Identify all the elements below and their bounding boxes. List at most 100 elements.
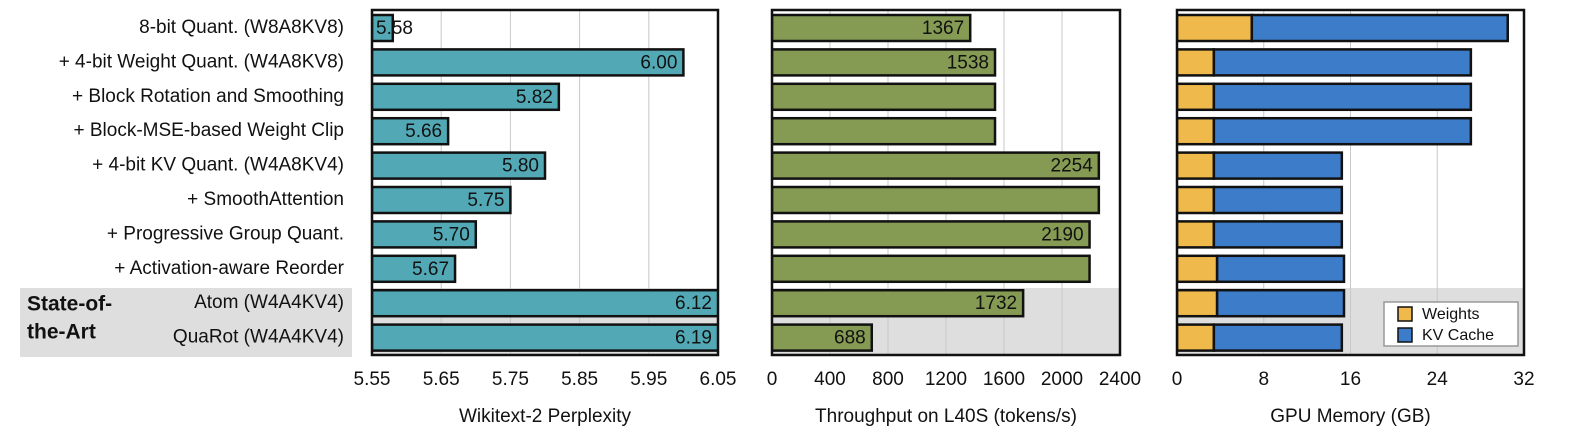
group-label: the-Art bbox=[27, 321, 96, 344]
bar-segment bbox=[1177, 82, 1216, 112]
x-tick-label: 0 bbox=[767, 369, 778, 390]
bars bbox=[772, 13, 1101, 352]
x-tick-label: 0 bbox=[1172, 369, 1183, 390]
bar-segment bbox=[1177, 220, 1216, 249]
bar bbox=[772, 116, 997, 146]
bars bbox=[1177, 13, 1509, 352]
value-label: 6.00 bbox=[640, 52, 677, 73]
bars bbox=[372, 13, 718, 352]
value-label: 1538 bbox=[947, 52, 989, 73]
value-label: 5.82 bbox=[516, 87, 553, 108]
bar-segment bbox=[1177, 48, 1216, 77]
x-tick-label: 5.55 bbox=[354, 369, 391, 390]
x-axis-label: Wikitext-2 Perplexity bbox=[459, 406, 632, 427]
value-label: 6.12 bbox=[675, 293, 712, 314]
x-tick-label: 8 bbox=[1258, 369, 1269, 390]
x-tick-label: 400 bbox=[814, 369, 846, 390]
x-tick-label: 5.65 bbox=[423, 369, 460, 390]
bar-segment bbox=[1212, 116, 1473, 146]
panel-frame bbox=[1175, 8, 1526, 357]
bar bbox=[772, 185, 1101, 215]
legend-swatch bbox=[1397, 306, 1413, 322]
x-tick-label: 24 bbox=[1427, 369, 1449, 390]
x-tick-label: 5.75 bbox=[492, 369, 529, 390]
category-label: Atom (W4A4KV4) bbox=[194, 292, 344, 313]
value-label: 5.66 bbox=[405, 121, 442, 142]
x-axis-label: Throughput on L40S (tokens/s) bbox=[815, 406, 1077, 427]
category-label: + Activation-aware Reorder bbox=[114, 258, 344, 279]
value-label: 5.58 bbox=[376, 18, 413, 39]
bar bbox=[372, 220, 478, 249]
legend-swatch bbox=[1397, 327, 1413, 343]
bar bbox=[372, 82, 561, 112]
bar bbox=[372, 288, 718, 318]
bar-segment bbox=[1250, 13, 1509, 43]
category-label: + SmoothAttention bbox=[187, 189, 344, 210]
value-label: 2254 bbox=[1051, 156, 1094, 177]
x-tick-label: 1200 bbox=[925, 369, 967, 390]
category-label: + Block Rotation and Smoothing bbox=[72, 86, 344, 107]
value-label: 2190 bbox=[1041, 224, 1083, 245]
x-tick-label: 2000 bbox=[1041, 369, 1083, 390]
value-label: 5.80 bbox=[502, 156, 539, 177]
bar bbox=[772, 323, 874, 352]
bar bbox=[372, 323, 718, 352]
value-label: 5.75 bbox=[467, 190, 504, 211]
panel-frame bbox=[370, 8, 720, 357]
value-label: 1367 bbox=[922, 18, 964, 39]
x-axis-label: GPU Memory (GB) bbox=[1270, 406, 1430, 427]
bar bbox=[772, 220, 1091, 249]
bar bbox=[372, 116, 450, 146]
legend-label: Weights bbox=[1422, 306, 1480, 323]
category-label: QuaRot (W4A4KV4) bbox=[173, 327, 344, 348]
x-tick-label: 5.95 bbox=[630, 369, 667, 390]
legend-label: KV Cache bbox=[1422, 327, 1494, 344]
x-tick-label: 1600 bbox=[983, 369, 1025, 390]
bar-segment bbox=[1212, 82, 1473, 112]
bar bbox=[772, 151, 1101, 180]
bar bbox=[372, 13, 395, 43]
value-label: 688 bbox=[834, 328, 866, 349]
bar bbox=[372, 151, 547, 180]
category-label: 8-bit Quant. (W8A8KV8) bbox=[139, 17, 344, 38]
bar-segment bbox=[1215, 254, 1346, 284]
bar bbox=[772, 13, 972, 43]
bar-segment bbox=[1212, 185, 1344, 215]
bar-segment bbox=[1215, 288, 1346, 318]
value-label: 1732 bbox=[975, 293, 1017, 314]
value-label: 5.70 bbox=[433, 224, 470, 245]
bar bbox=[772, 254, 1091, 284]
bar-segment bbox=[1177, 151, 1216, 180]
bar-segment bbox=[1177, 254, 1219, 284]
bar bbox=[772, 48, 997, 77]
bar bbox=[372, 48, 685, 77]
bar-segment bbox=[1177, 323, 1216, 352]
category-label: + Progressive Group Quant. bbox=[107, 223, 344, 244]
group-label: State-of- bbox=[27, 293, 112, 316]
value-label: 5.67 bbox=[412, 259, 449, 280]
category-label: + Block-MSE-based Weight Clip bbox=[73, 120, 344, 141]
group-highlight bbox=[20, 288, 352, 357]
value-label: 6.19 bbox=[675, 328, 712, 349]
category-label: + 4-bit Weight Quant. (W4A8KV8) bbox=[59, 51, 344, 72]
bar-segment bbox=[1212, 323, 1344, 352]
bar-segment bbox=[1212, 48, 1473, 77]
x-tick-label: 5.85 bbox=[561, 369, 598, 390]
bar bbox=[372, 185, 512, 215]
x-tick-label: 800 bbox=[872, 369, 904, 390]
x-tick-label: 32 bbox=[1513, 369, 1534, 390]
bar bbox=[772, 288, 1025, 318]
bar-segment bbox=[1177, 116, 1216, 146]
bar-segment bbox=[1177, 288, 1219, 318]
x-tick-label: 6.05 bbox=[700, 369, 737, 390]
bar-segment bbox=[1212, 151, 1344, 180]
bar-segment bbox=[1177, 13, 1254, 43]
bar bbox=[372, 254, 457, 284]
bar-segment bbox=[1177, 185, 1216, 215]
category-label: + 4-bit KV Quant. (W4A8KV4) bbox=[92, 155, 344, 176]
x-tick-label: 16 bbox=[1340, 369, 1361, 390]
bar bbox=[772, 82, 997, 112]
bar-segment bbox=[1212, 220, 1344, 249]
x-tick-label: 2400 bbox=[1099, 369, 1141, 390]
